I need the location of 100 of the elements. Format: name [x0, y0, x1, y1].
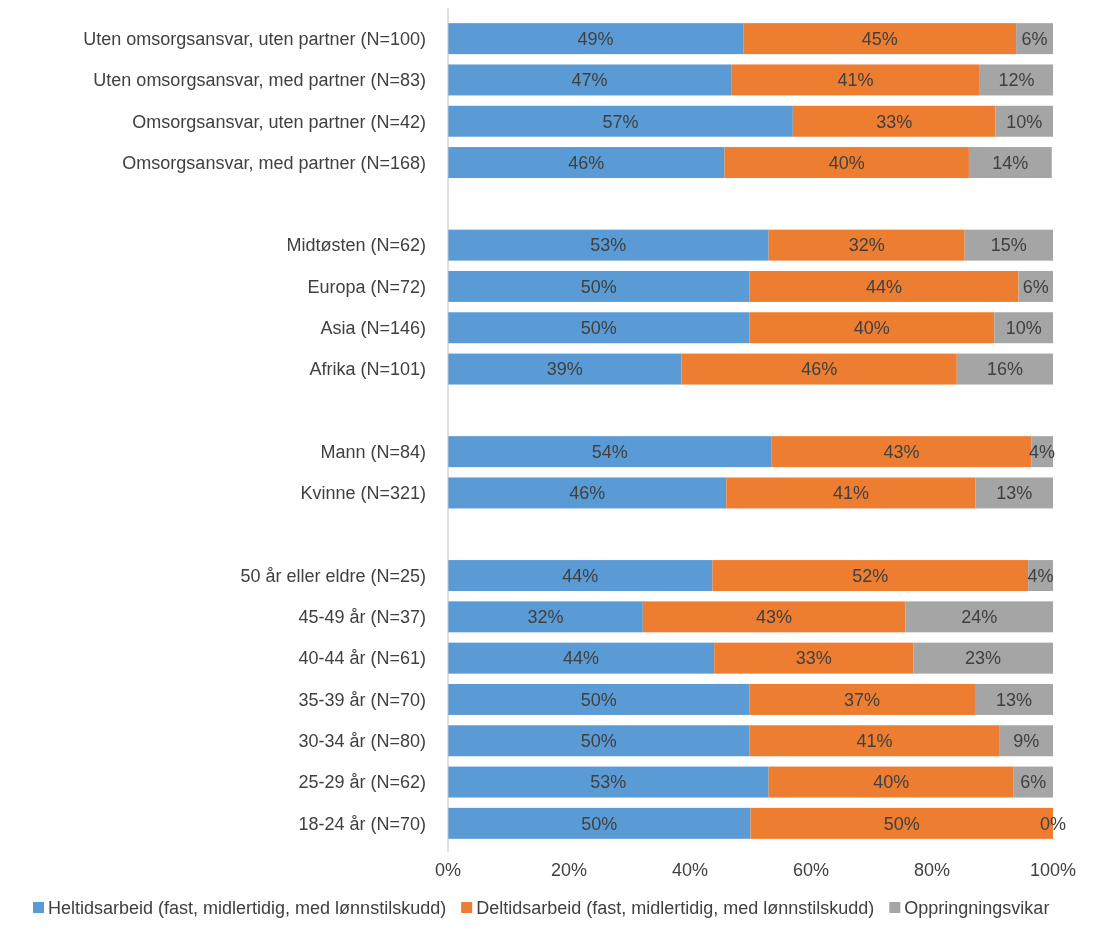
bar [448, 23, 744, 55]
y-tick-label: Midtøsten (N=62) [286, 235, 426, 256]
data-label: 50% [580, 276, 617, 297]
bar [749, 683, 975, 715]
y-tick-label: Kvinne (N=321) [300, 483, 426, 504]
legend-label: Deltidsarbeid (fast, midlertidig, med lønnstilskudd) [476, 898, 875, 919]
bar [681, 353, 957, 385]
bar [743, 23, 1017, 55]
data-label: 46% [568, 152, 605, 173]
y-tick-label: Omsorgsansvar, med partner (N=168) [122, 152, 426, 173]
y-tick-label: 45-49 år (N=37) [298, 607, 426, 628]
data-label: 41% [856, 731, 893, 752]
data-label: 0% [1039, 813, 1067, 834]
y-tick-label: 40-44 år (N=61) [298, 648, 426, 669]
y-tick-label: Mann (N=84) [320, 441, 426, 462]
x-tick-label: 80% [913, 860, 951, 881]
data-label: 54% [591, 441, 628, 462]
bar [448, 766, 769, 798]
data-label: 43% [756, 607, 793, 628]
bar [448, 270, 750, 302]
data-label: 13% [996, 483, 1033, 504]
y-tick-label: 50 år eller eldre (N=25) [240, 565, 426, 586]
x-tick-label: 60% [792, 860, 830, 881]
data-label: 10% [1006, 111, 1043, 132]
data-label: 50% [581, 813, 618, 834]
bar [913, 642, 1053, 674]
bar [768, 229, 965, 261]
data-label: 4% [1027, 565, 1054, 586]
data-label: 10% [1005, 318, 1042, 339]
data-label: 40% [828, 152, 865, 173]
x-tick-label: 20% [550, 860, 588, 881]
data-label: 53% [590, 235, 627, 256]
data-label: 53% [590, 772, 627, 793]
bar [712, 560, 1029, 592]
x-tick-label: 0% [434, 860, 462, 881]
data-label: 9% [1013, 731, 1040, 752]
data-label: 57% [602, 111, 639, 132]
bar [448, 683, 750, 715]
bar [448, 436, 772, 468]
x-tick-label: 100% [1029, 860, 1077, 881]
bar [448, 807, 751, 839]
bar [448, 725, 750, 757]
bar [448, 560, 713, 592]
bar [905, 601, 1053, 633]
data-label: 15% [990, 235, 1027, 256]
data-label: 44% [865, 276, 902, 297]
data-label: 33% [795, 648, 832, 669]
y-tick-label: 30-34 år (N=80) [298, 731, 426, 752]
data-label: 49% [577, 28, 614, 49]
y-tick-label: 18-24 år (N=70) [298, 813, 426, 834]
data-label: 41% [832, 483, 869, 504]
data-label: 50% [580, 689, 617, 710]
data-label: 33% [876, 111, 913, 132]
data-label: 13% [995, 689, 1032, 710]
data-label: 32% [527, 607, 564, 628]
data-label: 32% [848, 235, 885, 256]
data-label: 23% [965, 648, 1002, 669]
data-label: 50% [883, 813, 920, 834]
data-label: 47% [571, 70, 608, 91]
y-tick-label: 25-29 år (N=62) [298, 772, 426, 793]
data-label: 43% [883, 441, 920, 462]
bar [749, 725, 1000, 757]
bar [448, 64, 732, 96]
data-label: 52% [852, 565, 889, 586]
bar [448, 642, 715, 674]
data-label: 37% [844, 689, 881, 710]
data-label: 46% [569, 483, 606, 504]
data-label: 39% [546, 359, 583, 380]
data-label: 6% [1021, 28, 1048, 49]
data-label: 46% [801, 359, 838, 380]
y-tick-label: Afrika (N=101) [309, 359, 426, 380]
data-label: 14% [992, 152, 1029, 173]
y-tick-label: 35-39 år (N=70) [298, 689, 426, 710]
bar [768, 766, 1014, 798]
bar [642, 601, 906, 633]
bar [448, 312, 750, 344]
bar [448, 601, 643, 633]
bar [956, 353, 1053, 385]
bar [714, 642, 914, 674]
data-label: 40% [873, 772, 910, 793]
data-label: 40% [853, 318, 890, 339]
data-label: 16% [986, 359, 1023, 380]
bar [448, 105, 793, 137]
bar [749, 312, 995, 344]
bar [964, 229, 1053, 261]
x-tick-label: 40% [671, 860, 709, 881]
data-label: 45% [861, 28, 898, 49]
legend-label: Oppringningsvikar [904, 898, 1050, 919]
bar [448, 477, 727, 509]
data-label: 50% [580, 731, 617, 752]
data-label: 24% [961, 607, 998, 628]
legend-label: Heltidsarbeid (fast, midlertidig, med lønnstilskudd) [48, 898, 447, 919]
data-label: 44% [563, 648, 600, 669]
y-tick-label: Uten omsorgsansvar, med partner (N=83) [93, 70, 426, 91]
data-label: 44% [562, 565, 599, 586]
y-tick-label: Europa (N=72) [307, 276, 426, 297]
bar [448, 229, 769, 261]
y-tick-label: Uten omsorgsansvar, uten partner (N=100) [83, 28, 426, 49]
bar [968, 147, 1052, 179]
bar [731, 64, 980, 96]
